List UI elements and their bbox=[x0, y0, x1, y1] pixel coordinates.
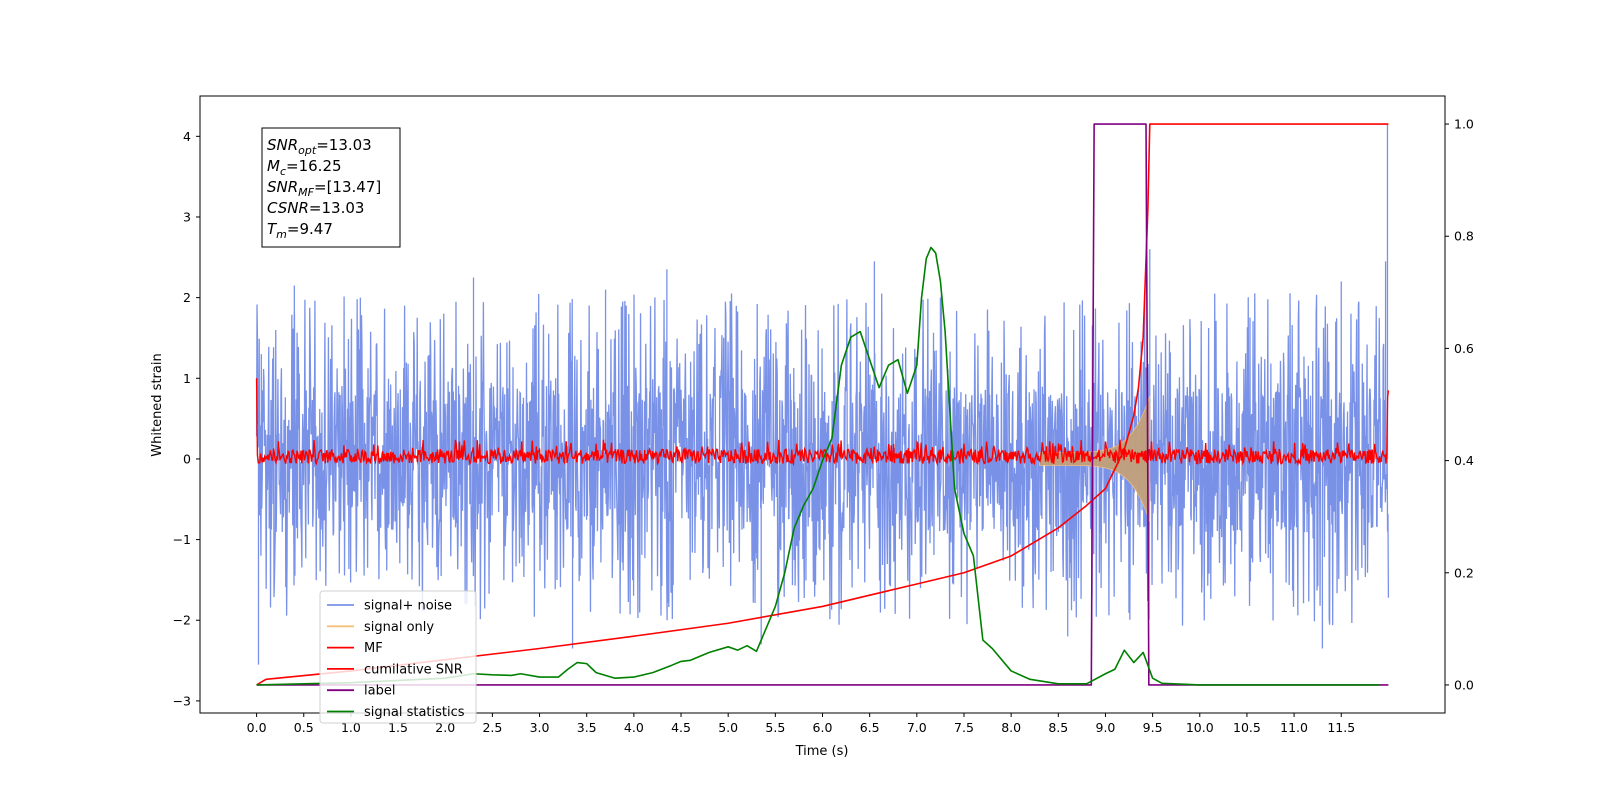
x-tick-label: 5.0 bbox=[718, 720, 738, 735]
y-right-tick-label: 0.8 bbox=[1454, 229, 1474, 244]
x-tick-label: 10.5 bbox=[1233, 720, 1261, 735]
x-tick-label: 10.0 bbox=[1186, 720, 1214, 735]
x-tick-label: 2.0 bbox=[435, 720, 455, 735]
x-tick-label: 8.5 bbox=[1048, 720, 1068, 735]
x-tick-label: 6.5 bbox=[860, 720, 880, 735]
x-axis-label: Time (s) bbox=[795, 744, 849, 759]
x-tick-label: 3.0 bbox=[530, 720, 550, 735]
x-axis: 0.0 0.5 1.0 1.5 2.0 2.5 3.0 3.5 4.0 4.5 5.0 5.5 6.0 6… bbox=[247, 713, 1355, 735]
x-tick-label: 1.5 bbox=[388, 720, 408, 735]
x-tick-label: 3.5 bbox=[577, 720, 597, 735]
y-axis-right: 0.0 0.2 0.4 0.6 0.8 1.0 bbox=[1445, 117, 1474, 692]
y-left-tick-label: −3 bbox=[173, 693, 191, 708]
y-right-tick-label: 0.0 bbox=[1454, 677, 1474, 692]
x-tick-label: 9.5 bbox=[1143, 720, 1163, 735]
x-tick-label: 1.0 bbox=[341, 720, 361, 735]
x-tick-label: 7.0 bbox=[907, 720, 927, 735]
x-tick-label: 0.5 bbox=[294, 720, 314, 735]
y-left-tick-label: −1 bbox=[173, 532, 191, 547]
y-left-tick-label: 1 bbox=[183, 371, 191, 386]
legend-entry-label: label bbox=[364, 684, 395, 699]
info-line: Mc=16.25 bbox=[267, 157, 342, 178]
series-signal-plus-noise bbox=[255, 293, 1390, 626]
x-tick-label: 2.5 bbox=[482, 720, 502, 735]
y-left-tick-label: −2 bbox=[173, 613, 191, 628]
x-tick-label: 6.0 bbox=[813, 720, 833, 735]
x-tick-label: 8.0 bbox=[1001, 720, 1021, 735]
info-line: Tm=9.47 bbox=[267, 220, 333, 241]
info-box: SNRopt=13.03Mc=16.25SNRMF=[13.47]CSNR=13… bbox=[261, 127, 401, 248]
y-right-tick-label: 0.6 bbox=[1454, 341, 1474, 356]
y-axis-label: Whitened strain bbox=[150, 353, 165, 456]
y-left-tick-label: 2 bbox=[183, 290, 191, 305]
series-signal-statistics bbox=[256, 246, 1379, 686]
legend-entry-label: signal+ noise bbox=[364, 599, 452, 614]
series-cumilative-snr bbox=[256, 123, 1389, 686]
x-tick-label: 5.5 bbox=[765, 720, 785, 735]
info-line: SNRopt=13.03 bbox=[267, 136, 372, 157]
series-mf bbox=[255, 378, 1390, 467]
info-box-frame bbox=[261, 127, 401, 248]
x-tick-label: 11.5 bbox=[1327, 720, 1355, 735]
legend-entry-label: MF bbox=[364, 641, 383, 656]
y-right-tick-label: 1.0 bbox=[1454, 117, 1474, 132]
y-right-tick-label: 0.4 bbox=[1454, 453, 1474, 468]
y-left-tick-label: 0 bbox=[183, 451, 191, 466]
y-left-tick-label: 4 bbox=[183, 129, 191, 144]
y-left-tick-label: 3 bbox=[183, 209, 191, 224]
legend-entry-label: signal only bbox=[364, 620, 434, 635]
x-tick-label: 4.0 bbox=[624, 720, 644, 735]
series-layer bbox=[255, 123, 1390, 686]
legend-entry-label: signal statistics bbox=[364, 705, 465, 720]
x-tick-label: 9.0 bbox=[1096, 720, 1116, 735]
x-tick-label: 0.0 bbox=[247, 720, 267, 735]
legend-frame bbox=[319, 590, 477, 724]
x-tick-label: 11.0 bbox=[1280, 720, 1308, 735]
x-tick-label: 4.5 bbox=[671, 720, 691, 735]
info-line: CSNR=13.03 bbox=[267, 199, 364, 217]
legend-entry-label: cumilative SNR bbox=[364, 662, 463, 677]
x-tick-label: 7.5 bbox=[954, 720, 974, 735]
legend: signal+ noise signal only MF cumilative SNR… bbox=[319, 590, 477, 724]
y-right-tick-label: 0.2 bbox=[1454, 565, 1474, 580]
y-axis-left: −3 −2 −1 0 1 2 3 4 bbox=[173, 129, 200, 708]
info-line: SNRMF=[13.47] bbox=[267, 178, 381, 199]
